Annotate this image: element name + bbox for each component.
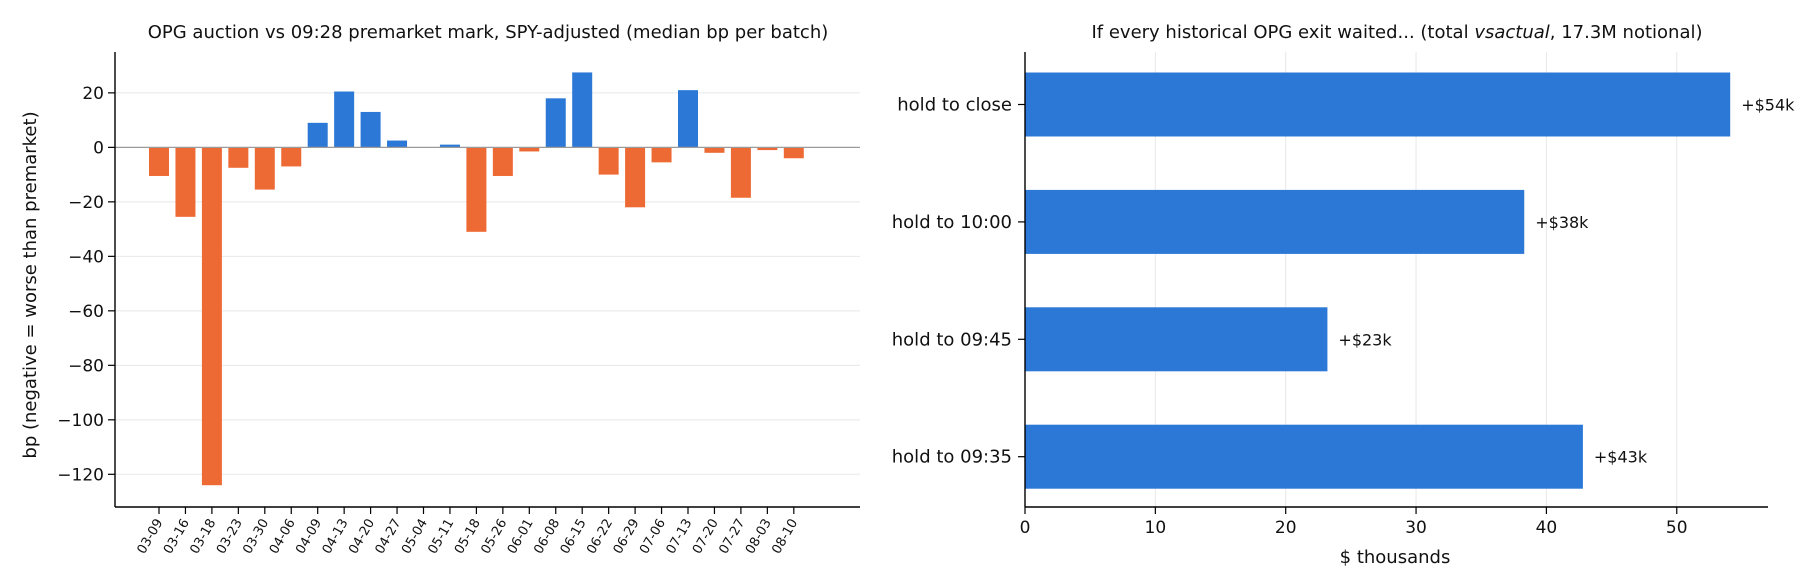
chart-title: OPG auction vs 09:28 premarket mark, SPY… bbox=[148, 22, 829, 43]
bar bbox=[1025, 424, 1583, 489]
y-tick-label: hold to 10:00 bbox=[892, 212, 1012, 233]
y-tick-label: hold to 09:45 bbox=[892, 329, 1012, 350]
bar bbox=[228, 147, 249, 168]
y-tick-label: hold to close bbox=[897, 95, 1012, 116]
bars bbox=[1025, 72, 1731, 489]
bar bbox=[254, 147, 275, 190]
bar bbox=[651, 147, 672, 163]
title-part-italic: vsactual bbox=[1474, 22, 1549, 43]
bars bbox=[149, 72, 804, 486]
y-tick-label: −80 bbox=[68, 356, 104, 376]
y-ticks: hold to close hold to 10:00 hold to 09:45 h… bbox=[892, 95, 1025, 468]
bar bbox=[598, 147, 619, 175]
data-label: +$23k bbox=[1338, 330, 1392, 349]
bar bbox=[175, 147, 196, 217]
title-part-after: , 17.3M notional) bbox=[1550, 22, 1703, 43]
bar bbox=[730, 147, 751, 198]
y-tick-label: −20 bbox=[68, 193, 104, 213]
y-tick-label: −40 bbox=[68, 247, 104, 267]
bar bbox=[678, 90, 698, 148]
x-tick-label: 30 bbox=[1405, 518, 1427, 538]
data-label: +$43k bbox=[1594, 448, 1648, 467]
bar bbox=[1025, 189, 1525, 254]
x-tick-label: 40 bbox=[1536, 518, 1558, 538]
chart-title: If every historical OPG exit waited... (… bbox=[1091, 22, 1702, 43]
chart-batch-bp: OPG auction vs 09:28 premarket mark, SPY… bbox=[20, 22, 860, 557]
x-tick-label: 08-10 bbox=[769, 517, 801, 557]
bar bbox=[439, 144, 460, 148]
x-ticks: 0 10 20 30 40 50 bbox=[1020, 507, 1688, 538]
x-tick-label: 10 bbox=[1145, 518, 1167, 538]
bar bbox=[625, 147, 646, 208]
y-tick-label: −120 bbox=[57, 465, 104, 485]
chart-hold-exit: If every historical OPG exit waited... (… bbox=[892, 22, 1795, 568]
bar bbox=[492, 147, 513, 176]
data-labels: +$54k +$38k +$23k +$43k bbox=[1338, 96, 1795, 467]
y-tick-label: −100 bbox=[57, 411, 104, 431]
y-axis-label: bp (negative = worse than premarket) bbox=[20, 111, 41, 458]
bar bbox=[307, 122, 328, 148]
grid-lines bbox=[115, 92, 860, 475]
y-tick-label: hold to 09:35 bbox=[892, 447, 1012, 468]
bar bbox=[281, 147, 302, 167]
bar bbox=[519, 147, 540, 152]
bar bbox=[334, 91, 355, 148]
axes bbox=[114, 52, 860, 508]
y-tick-label: −60 bbox=[68, 302, 104, 322]
bar bbox=[360, 111, 381, 148]
bar bbox=[466, 147, 487, 232]
bar bbox=[149, 147, 169, 176]
y-ticks: 20 0 −20 −40 −60 −80 −100 −120 bbox=[57, 84, 115, 485]
x-tick-label: 20 bbox=[1275, 518, 1297, 538]
bar bbox=[387, 140, 408, 148]
axes bbox=[1024, 52, 1768, 508]
bar bbox=[201, 147, 222, 486]
x-tick-label: 0 bbox=[1020, 518, 1031, 538]
y-tick-label: 0 bbox=[93, 138, 104, 158]
x-ticks: 03-0903-1603-1803-2303-3004-0604-0904-13… bbox=[135, 507, 801, 557]
bar bbox=[1025, 307, 1328, 372]
title-part-before: If every historical OPG exit waited... (… bbox=[1091, 22, 1474, 43]
y-tick-label: 20 bbox=[82, 84, 104, 104]
x-tick-label: 50 bbox=[1666, 518, 1688, 538]
data-label: +$38k bbox=[1535, 213, 1589, 232]
x-axis-label: $ thousands bbox=[1340, 547, 1451, 568]
bar bbox=[1025, 72, 1731, 137]
bar bbox=[783, 147, 804, 159]
bar bbox=[545, 98, 566, 148]
data-label: +$54k bbox=[1741, 96, 1795, 115]
bar bbox=[757, 147, 778, 151]
bar bbox=[572, 72, 593, 148]
bar bbox=[704, 147, 725, 153]
